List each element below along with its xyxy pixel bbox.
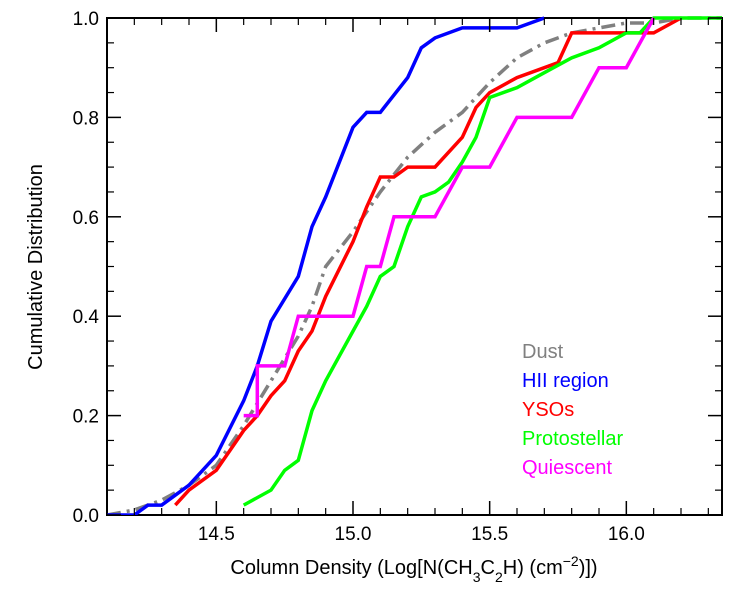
x-tick-label: 15.5 xyxy=(471,524,508,545)
series-line-ysos xyxy=(174,16,682,507)
x-axis-title-mid: C xyxy=(481,557,495,579)
tick-labels-layer: 14.5 15.0 15.5 16.0 0.0 0.2 0.4 0.6 0.8 1.0 xyxy=(73,9,645,545)
y-tick-label: 0.8 xyxy=(73,108,99,129)
series-layer xyxy=(107,16,722,515)
x-axis-title-suffix: )]) xyxy=(579,557,598,579)
ticks-layer xyxy=(106,17,722,516)
y-axis-title: Cumulative Distribution xyxy=(25,164,47,370)
legend-label-dust: Dust xyxy=(522,341,564,363)
x-tick-label: 15.0 xyxy=(335,524,372,545)
y-tick-label: 0.0 xyxy=(73,506,99,527)
series-line-dust xyxy=(107,16,722,515)
legend-label-ysos: YSOs xyxy=(522,399,574,421)
legend-label-hii-region: HII region xyxy=(522,370,609,392)
legend-label-protostellar: Protostellar xyxy=(522,428,623,450)
x-axis-title-sup: −2 xyxy=(563,553,579,569)
x-axis-title-prefix: Column Density (Log[N(CH xyxy=(230,557,472,579)
series-line-quiescent xyxy=(243,17,656,418)
x-axis-title: Column Density (Log[N(CH3C2H) (cm−2)]) xyxy=(230,553,597,585)
legend-label-quiescent: Quiescent xyxy=(522,457,612,479)
x-axis-title-sub2: 2 xyxy=(495,569,503,585)
x-tick-label: 16.0 xyxy=(608,524,645,545)
y-tick-label: 0.6 xyxy=(73,208,99,229)
y-tick-label: 1.0 xyxy=(73,9,99,30)
x-axis-title-sub1: 3 xyxy=(473,569,481,585)
y-tick-label: 0.4 xyxy=(73,307,100,328)
y-tick-label: 0.2 xyxy=(73,407,99,428)
series-line-hii-region xyxy=(107,16,545,515)
x-tick-label: 14.5 xyxy=(198,524,235,545)
legend: Dust HII region YSOs Protostellar Quiescent xyxy=(522,341,623,479)
x-axis-title-mid2: H) (cm xyxy=(503,557,563,579)
series-line-protostellar xyxy=(242,16,722,507)
